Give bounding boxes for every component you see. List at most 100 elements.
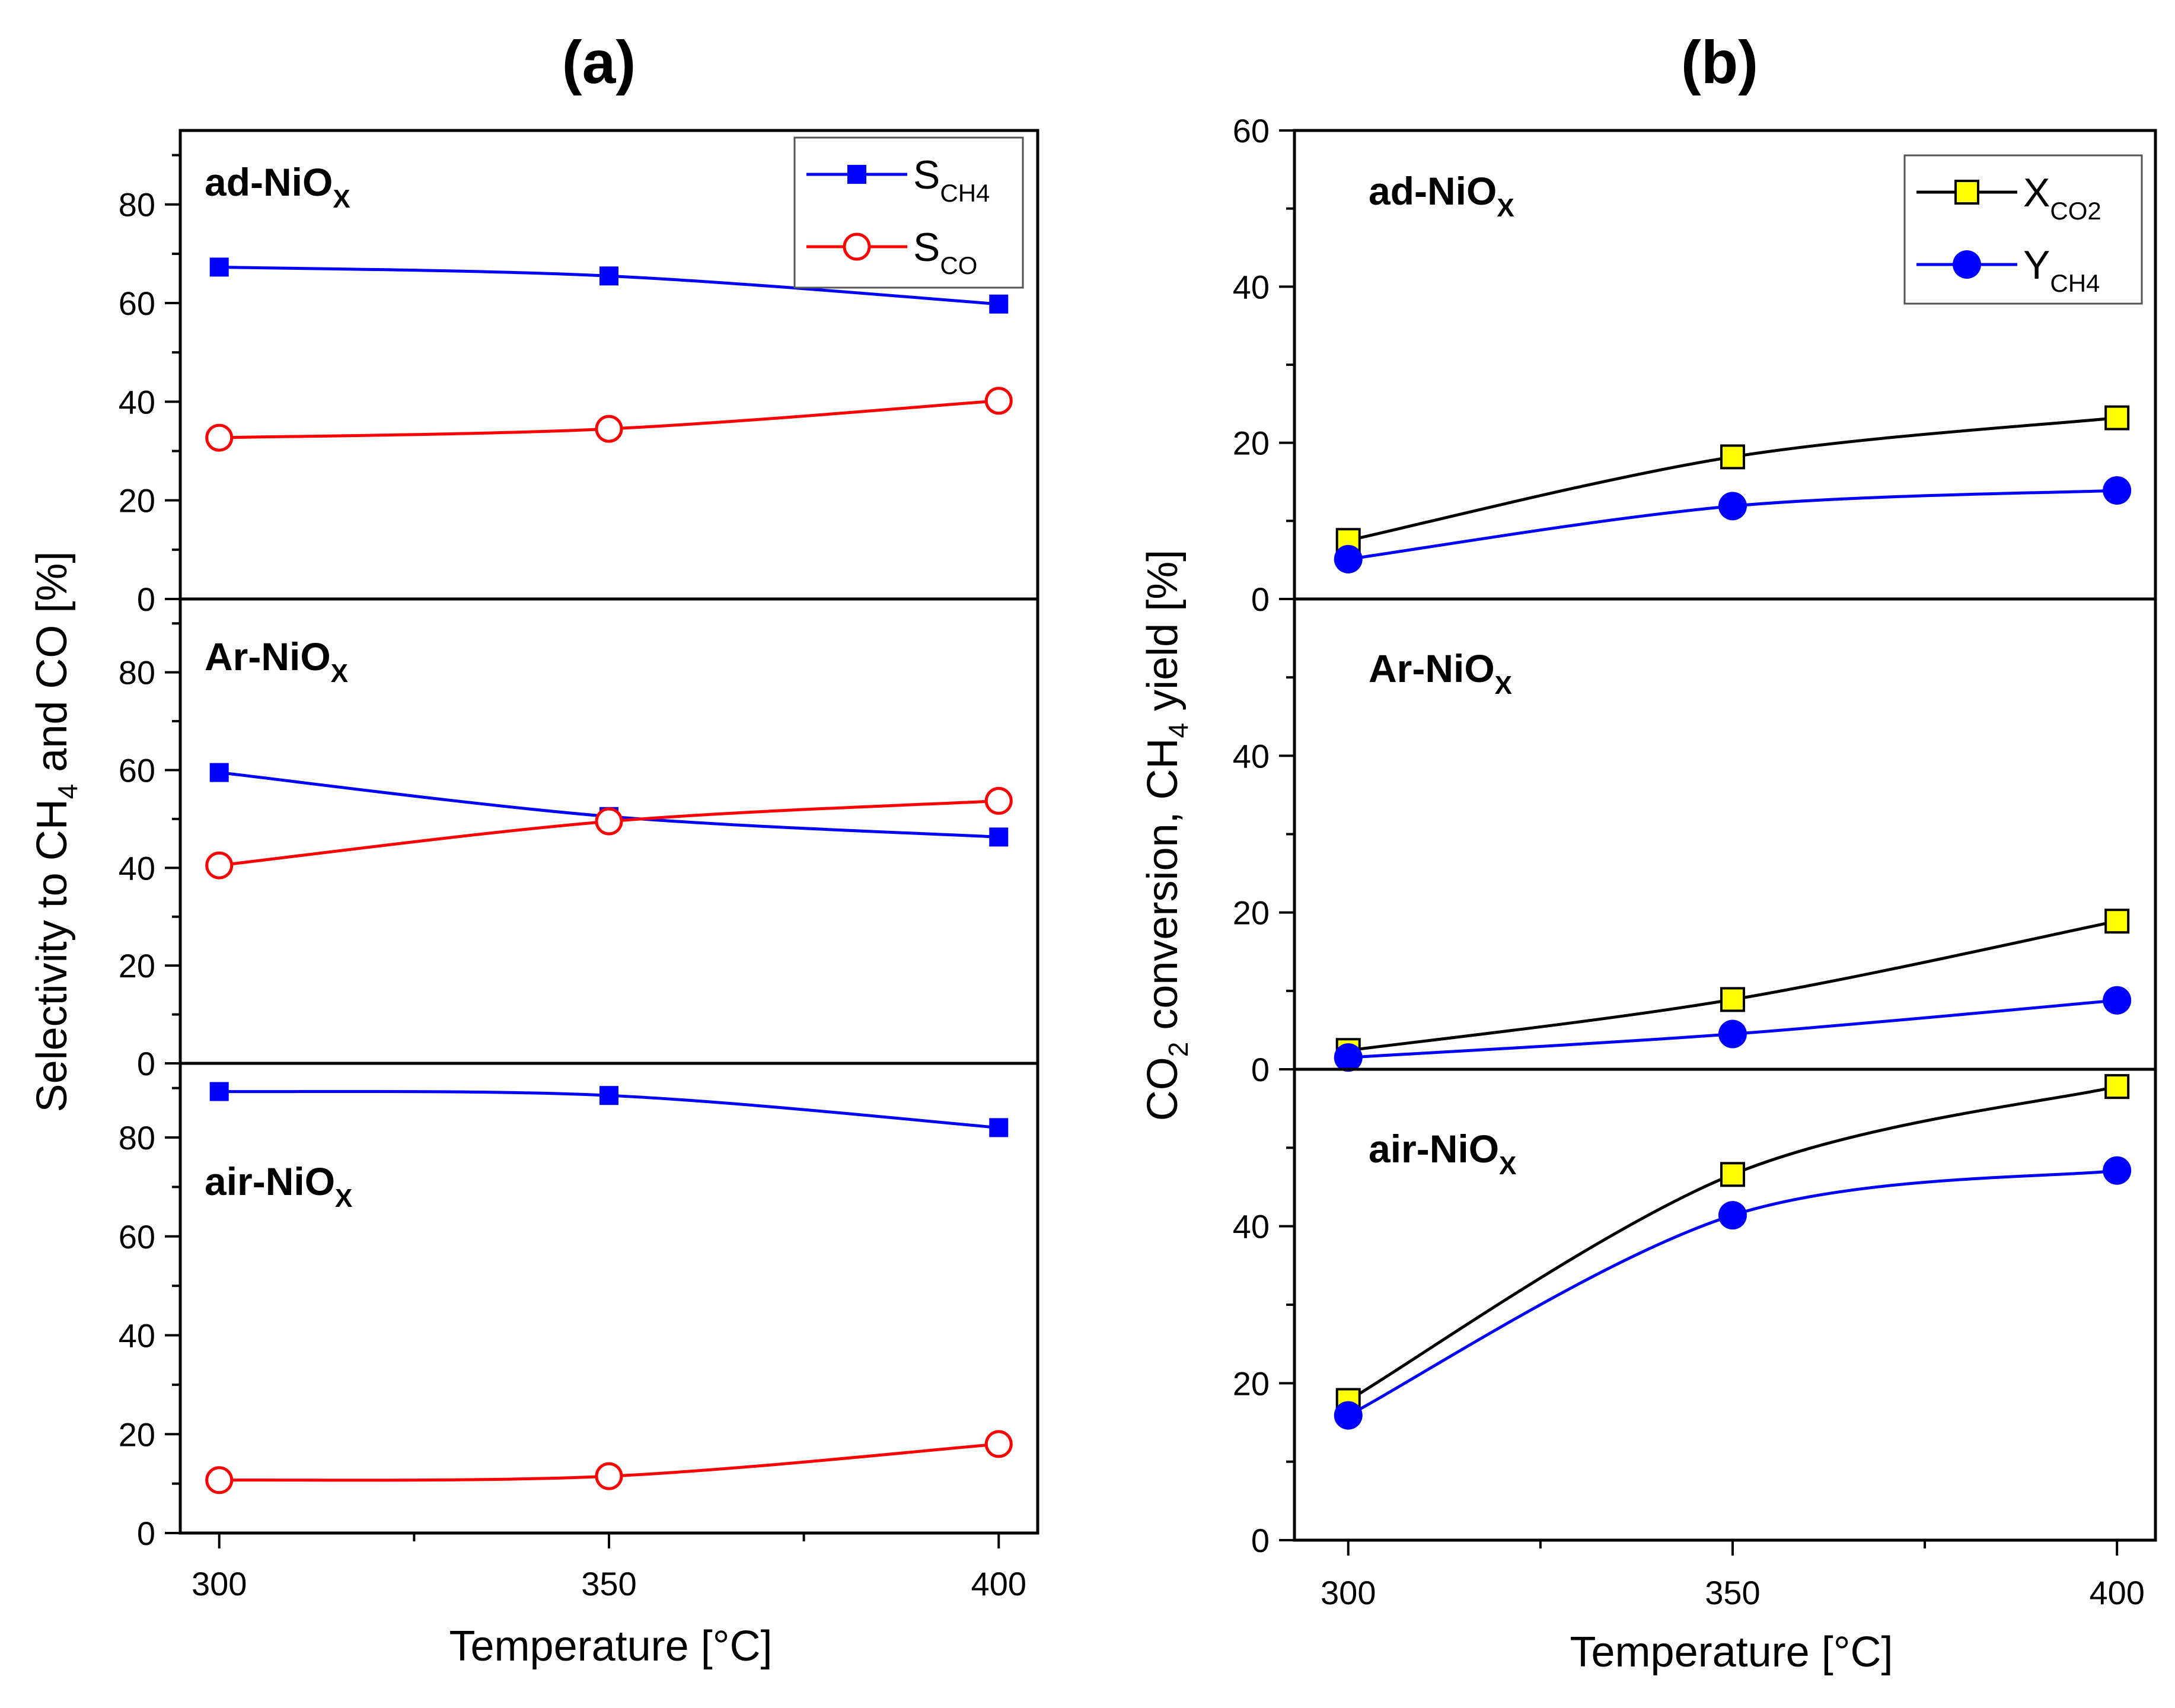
legend-label: SCH4 (913, 152, 990, 207)
point-x-co2 (2104, 1074, 2130, 1100)
legend-label-main: Y (2023, 243, 2050, 288)
subplot: 0 20 40 (1233, 597, 2157, 1088)
point-s-co (984, 387, 1013, 415)
point-s-ch4 (209, 257, 229, 277)
y-axis-title-part: CO (1139, 1057, 1187, 1121)
subplot: 0 20 40 (1233, 1068, 2157, 1559)
point-x-co2 (1720, 987, 1745, 1012)
x-axis-title: Temperature [°C] (1570, 1629, 1893, 1676)
legend-marker (843, 232, 871, 261)
y-axis-title-part: and CO [%] (28, 552, 76, 784)
panel-title: (b) (1681, 28, 1758, 96)
point-y-ch4 (1718, 492, 1747, 521)
sample-label: air-NiOX (1369, 1127, 1516, 1180)
point-s-ch4 (989, 827, 1009, 847)
legend-label-sub: CO2 (2050, 197, 2101, 225)
x-tick-label: 400 (971, 1565, 1026, 1602)
legend-label-sub: CH4 (2050, 269, 2100, 297)
y-tick-label: 40 (1233, 737, 1270, 775)
point-y-ch4 (2103, 476, 2132, 505)
point-s-ch4 (209, 1082, 229, 1101)
point-s-co (595, 807, 623, 836)
point-y-ch4 (1334, 1043, 1363, 1072)
y-tick-label: 40 (119, 383, 155, 420)
y-tick-label: 20 (119, 1416, 155, 1453)
y-tick-label: 60 (119, 751, 155, 789)
sample-label: ad-NiOX (1369, 169, 1514, 222)
sample-label: air-NiOX (205, 1159, 352, 1213)
legend-label-main: X (2023, 170, 2050, 215)
y-tick-label: 20 (1233, 425, 1270, 462)
y-tick-label: 0 (1251, 581, 1270, 618)
y-tick-label: 60 (119, 285, 155, 322)
y-axis-title: CO2 conversion, CH4 yield [%] (1139, 550, 1194, 1121)
subplot: 0 20 40 60 (1233, 112, 2157, 618)
x-tick-label: 400 (2089, 1574, 2144, 1611)
point-x-co2 (2104, 909, 2130, 934)
point-s-ch4 (599, 266, 618, 286)
legend-label: YCH4 (2023, 243, 2100, 297)
legend-marker (1954, 180, 1979, 205)
sample-label-sub: X (333, 184, 350, 214)
point-s-co (205, 851, 234, 880)
point-x-co2 (2104, 405, 2130, 431)
y-axis-title-part: Selectivity to CH (28, 799, 76, 1112)
point-y-ch4 (1718, 1201, 1747, 1230)
legend-marker (1953, 250, 1981, 279)
sample-label-sub: X (1497, 193, 1514, 222)
y-tick-label: 20 (119, 482, 155, 520)
y-axis-title-sub: 4 (1163, 723, 1194, 738)
point-x-co2 (1720, 1162, 1745, 1187)
legend-label-main: S (913, 152, 940, 197)
y-tick-label: 60 (1233, 112, 1270, 149)
x-axis-title: Temperature [°C] (449, 1623, 773, 1670)
sample-label-sub: X (1495, 671, 1512, 700)
sample-label: Ar-NiOX (1369, 646, 1512, 700)
y-tick-label: 0 (1251, 1522, 1270, 1559)
y-tick-label: 20 (1233, 894, 1270, 932)
sample-label: Ar-NiOX (205, 635, 348, 688)
y-tick-label: 80 (119, 654, 155, 692)
y-tick-label: 40 (119, 849, 155, 887)
legend-label-sub: CH4 (940, 179, 990, 207)
sample-label-main: air-NiO (1369, 1127, 1499, 1171)
x-tick-label: 350 (581, 1565, 636, 1602)
panel-a: (a) 0 20 40 60 80 0 20 40 60 80 0 20 40 60 80 300 350 400 T… (28, 28, 1039, 1670)
series-line-x-co2 (1348, 416, 2117, 542)
sample-label-main: air-NiO (205, 1159, 335, 1203)
y-tick-label: 0 (137, 1515, 155, 1552)
point-x-co2 (1720, 444, 1745, 470)
legend-label-main: S (913, 225, 940, 270)
sample-label-main: Ar-NiO (1369, 646, 1495, 690)
y-tick-label: 20 (1233, 1365, 1270, 1402)
x-tick-label: 300 (1321, 1574, 1376, 1611)
subplot-frame (1293, 1068, 2157, 1542)
y-tick-label: 0 (137, 1045, 155, 1082)
legend-box (793, 136, 1024, 289)
point-y-ch4 (1334, 1401, 1363, 1430)
y-axis-title-sub: 4 (52, 784, 83, 799)
legend-label-sub: CO (940, 251, 977, 279)
y-tick-label: 40 (1233, 1208, 1270, 1245)
sample-label-sub: X (1499, 1151, 1516, 1180)
y-axis-title-sub: 2 (1163, 1042, 1194, 1057)
y-tick-label: 0 (1251, 1051, 1270, 1088)
point-y-ch4 (1334, 544, 1363, 573)
subplot: 0 20 40 60 80 (119, 1062, 1039, 1552)
y-axis-title-part: yield [%] (1139, 550, 1187, 723)
sample-label-main: ad-NiO (205, 160, 333, 204)
sample-label-main: Ar-NiO (205, 635, 331, 678)
panel-title: (a) (562, 28, 636, 96)
point-y-ch4 (2103, 986, 2132, 1015)
point-s-co (595, 415, 623, 443)
point-s-ch4 (989, 294, 1009, 314)
point-s-ch4 (599, 1086, 618, 1105)
sample-label: ad-NiOX (205, 160, 350, 214)
x-tick-label: 350 (1705, 1574, 1760, 1611)
sample-label-main: ad-NiO (1369, 169, 1497, 213)
point-y-ch4 (2103, 1156, 2132, 1185)
y-tick-label: 40 (119, 1317, 155, 1355)
